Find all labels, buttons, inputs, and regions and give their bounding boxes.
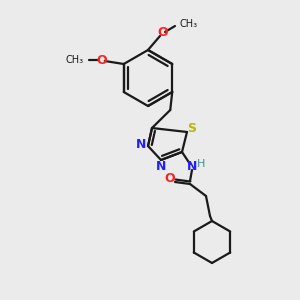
Text: S: S (188, 122, 196, 136)
Text: N: N (187, 160, 197, 172)
Text: CH₃: CH₃ (179, 19, 197, 29)
Text: H: H (197, 159, 205, 169)
Text: O: O (96, 53, 107, 67)
Text: N: N (136, 137, 146, 151)
Text: O: O (158, 26, 168, 40)
Text: N: N (156, 160, 166, 173)
Text: O: O (165, 172, 175, 185)
Text: CH₃: CH₃ (66, 55, 84, 65)
